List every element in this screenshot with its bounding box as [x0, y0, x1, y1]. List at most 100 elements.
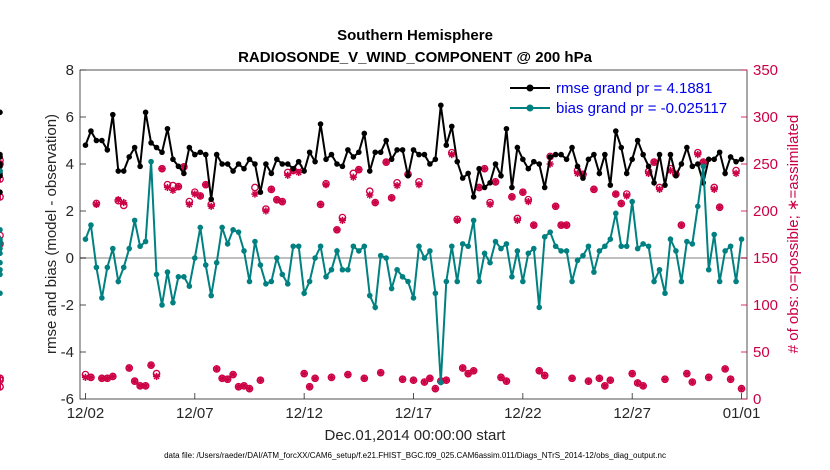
- obs-assimilated-marker: [552, 202, 560, 210]
- bias-point: [416, 243, 422, 250]
- x-tick-label: 12/17: [395, 405, 433, 422]
- bias-point: [503, 241, 510, 247]
- obs-assimilated-marker: [694, 151, 702, 159]
- rmse-point: [405, 172, 411, 179]
- bias-point: [345, 266, 351, 273]
- rmse-point: [295, 158, 302, 165]
- obs-assimilated-marker: [426, 374, 434, 382]
- obs-assimilated-marker: [617, 199, 625, 208]
- rmse-point: [383, 137, 389, 144]
- bias-point: [213, 259, 220, 266]
- obs-assimilated-marker: [590, 185, 598, 193]
- rmse-point: [115, 168, 122, 174]
- rmse-point: [492, 161, 499, 167]
- bias-point: [667, 236, 674, 242]
- y-right-tick-label: 200: [753, 203, 778, 220]
- rmse-point: [301, 168, 307, 174]
- bias-point: [514, 248, 521, 254]
- obs-assimilated-marker: [245, 385, 254, 393]
- rmse-point: [454, 158, 461, 165]
- obs-assimilated-marker: [732, 169, 740, 177]
- rmse-point: [361, 130, 368, 137]
- bias-point: [181, 274, 187, 280]
- rmse-point: [235, 161, 242, 167]
- rmse-point: [257, 189, 264, 195]
- obs-assimilated-marker: [114, 196, 122, 204]
- obs-assimilated-marker: [338, 216, 347, 224]
- obs-assimilated-marker: [327, 373, 336, 381]
- obs-assimilated-marker: [147, 361, 155, 369]
- rmse-point: [667, 151, 674, 158]
- bias-point: [366, 292, 373, 299]
- bias-point: [509, 274, 515, 280]
- obs-assimilated-marker: [333, 226, 341, 234]
- rmse-point: [274, 156, 280, 163]
- rmse-point: [585, 156, 592, 163]
- obs-assimilated-marker: [169, 186, 177, 194]
- bias-point: [618, 243, 625, 250]
- obs-assimilated-marker: [344, 370, 352, 379]
- rmse-point: [722, 170, 728, 177]
- bias-point: [459, 241, 466, 247]
- obs-assimilated-marker: [393, 182, 401, 190]
- bias-point: [662, 290, 668, 297]
- bias-point: [0, 250, 3, 257]
- bias-point: [733, 278, 739, 285]
- bias-point: [602, 243, 608, 250]
- y-tick-label: 6: [66, 109, 74, 126]
- rmse-point: [0, 154, 3, 160]
- obs-assimilated-marker: [475, 183, 483, 192]
- obs-assimilated-marker: [120, 198, 128, 207]
- rmse-point: [372, 149, 379, 156]
- obs-assimilated-marker: [174, 182, 183, 191]
- rmse-point: [476, 165, 482, 172]
- bias-point: [230, 227, 236, 233]
- obs-assimilated-marker: [191, 190, 199, 198]
- rmse-point: [394, 147, 400, 153]
- obs-assimilated-marker: [448, 151, 456, 159]
- rmse-point: [525, 165, 532, 172]
- rmse-point: [514, 144, 521, 151]
- bias-point: [678, 278, 685, 285]
- obs-assimilated-marker: [366, 191, 374, 199]
- obs-assimilated-marker: [480, 165, 489, 173]
- rmse-point: [634, 137, 641, 144]
- x-tick-label: 12/27: [613, 405, 651, 422]
- rmse-point: [541, 184, 548, 191]
- obs-assimilated-marker: [595, 374, 603, 382]
- bias-point: [558, 248, 564, 254]
- obs-assimilated-marker: [519, 188, 527, 196]
- rmse-point: [656, 151, 663, 158]
- bias-point: [738, 236, 745, 242]
- rmse-point: [645, 163, 652, 170]
- obs-assimilated-marker: [295, 168, 303, 177]
- bias-point: [410, 295, 417, 301]
- rmse-point: [651, 180, 657, 186]
- rmse-point: [662, 182, 668, 188]
- bias-point: [170, 299, 176, 306]
- obs-assimilated-marker: [306, 383, 314, 391]
- rmse-point: [110, 111, 116, 118]
- rmse-point: [552, 151, 559, 158]
- rmse-point: [312, 158, 318, 165]
- bias-point: [350, 243, 357, 250]
- y-tick-label: 2: [66, 203, 74, 220]
- bias-point: [569, 278, 575, 285]
- bias-point: [0, 266, 3, 273]
- obs-assimilated-marker: [530, 221, 538, 229]
- rmse-point: [246, 156, 253, 163]
- rmse-point: [509, 184, 515, 191]
- data-file-footer: data file: /Users/raeder/DAI/ATM_forcXX/…: [164, 451, 666, 460]
- rmse-point: [306, 149, 313, 156]
- obs-possible-marker: [0, 175, 4, 183]
- bias-point: [541, 234, 548, 240]
- rmse-point: [268, 170, 275, 177]
- bias-point: [323, 274, 329, 280]
- bias-point: [629, 198, 635, 205]
- obs-assimilated-marker: [349, 173, 357, 181]
- bias-point: [525, 250, 532, 257]
- rmse-point: [0, 163, 3, 170]
- bias-point: [547, 229, 553, 235]
- rmse-point: [503, 125, 510, 132]
